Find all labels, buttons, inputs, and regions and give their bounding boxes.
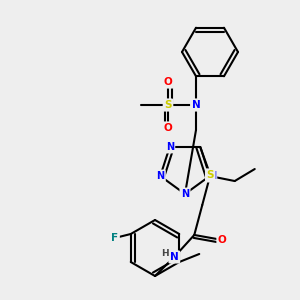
Text: H: H [161, 250, 169, 259]
Text: O: O [164, 77, 172, 87]
Text: S: S [164, 100, 172, 110]
Text: N: N [156, 171, 164, 181]
Text: O: O [164, 123, 172, 133]
Text: N: N [208, 171, 216, 181]
Text: N: N [181, 189, 189, 199]
Text: F: F [111, 233, 118, 243]
Text: S: S [206, 170, 214, 180]
Text: N: N [192, 100, 200, 110]
Text: N: N [166, 142, 174, 152]
Text: O: O [218, 235, 227, 245]
Text: N: N [170, 252, 179, 262]
